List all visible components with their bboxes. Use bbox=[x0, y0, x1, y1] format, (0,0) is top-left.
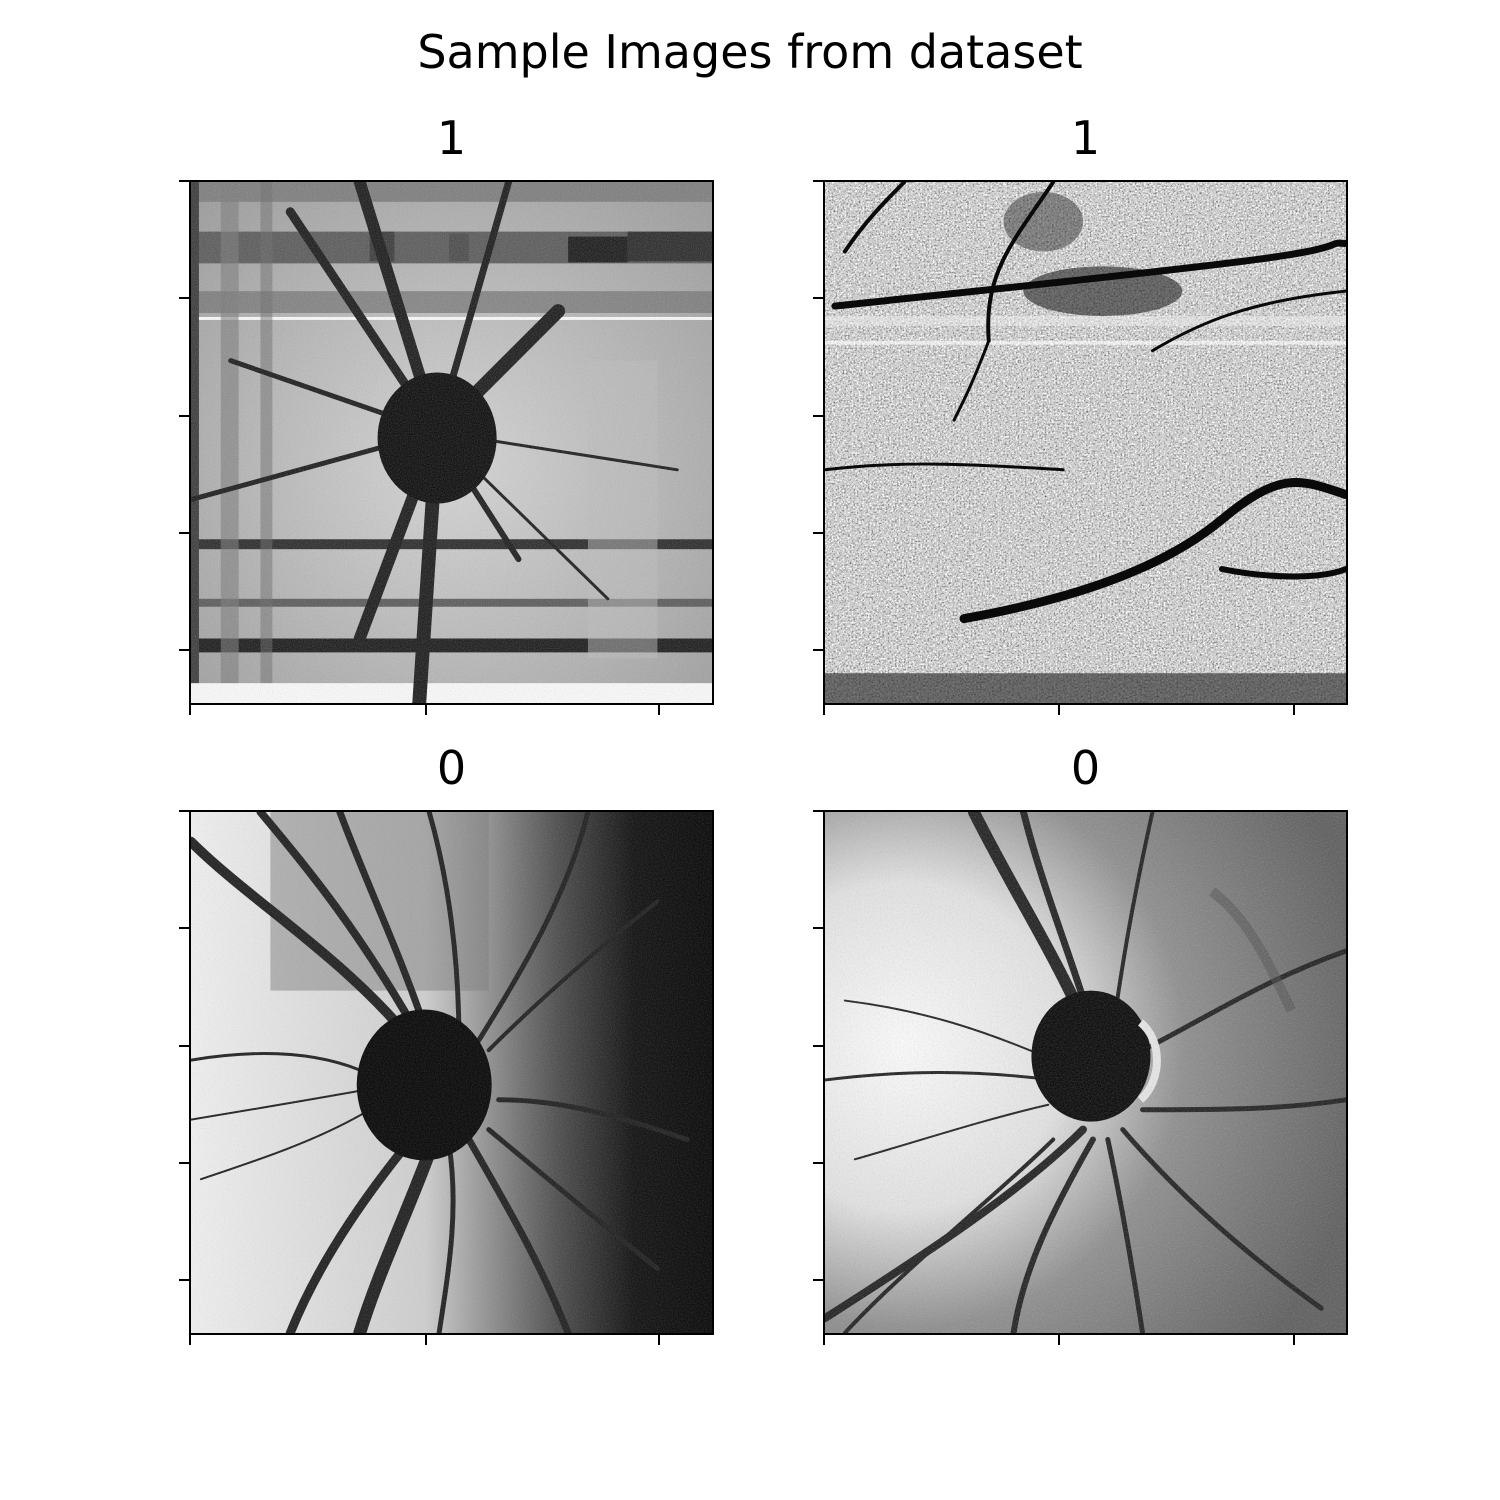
x-tick bbox=[1058, 705, 1060, 715]
y-tick bbox=[179, 1162, 189, 1164]
y-tick bbox=[179, 180, 189, 182]
image-panel-3 bbox=[189, 810, 714, 1335]
y-tick bbox=[179, 1279, 189, 1281]
y-tick bbox=[179, 927, 189, 929]
y-tick bbox=[179, 415, 189, 417]
panel-title-1: 1 bbox=[436, 111, 467, 165]
y-tick bbox=[813, 649, 823, 651]
image-panel-1 bbox=[189, 180, 714, 705]
y-tick bbox=[179, 532, 189, 534]
y-tick bbox=[179, 649, 189, 651]
x-tick bbox=[189, 1335, 191, 1345]
y-tick bbox=[813, 1279, 823, 1281]
retina-image-4 bbox=[825, 812, 1346, 1333]
panel-title-3: 0 bbox=[436, 741, 467, 795]
y-tick bbox=[179, 810, 189, 812]
x-tick bbox=[823, 1335, 825, 1345]
y-tick bbox=[813, 810, 823, 812]
x-tick bbox=[1058, 1335, 1060, 1345]
retina-image-1 bbox=[191, 182, 712, 703]
image-panel-4 bbox=[823, 810, 1348, 1335]
image-panel-2 bbox=[823, 180, 1348, 705]
x-tick bbox=[823, 705, 825, 715]
figure-title: Sample Images from dataset bbox=[417, 25, 1083, 79]
y-tick bbox=[813, 297, 823, 299]
y-tick bbox=[813, 927, 823, 929]
y-tick bbox=[813, 532, 823, 534]
x-tick bbox=[1293, 705, 1295, 715]
y-tick bbox=[813, 415, 823, 417]
y-tick bbox=[813, 180, 823, 182]
y-tick bbox=[179, 297, 189, 299]
x-tick bbox=[189, 705, 191, 715]
y-tick bbox=[813, 1162, 823, 1164]
y-tick bbox=[813, 1045, 823, 1047]
panel-title-2: 1 bbox=[1070, 111, 1101, 165]
x-tick bbox=[425, 705, 427, 715]
panel-title-4: 0 bbox=[1070, 741, 1101, 795]
x-tick bbox=[658, 1335, 660, 1345]
retina-image-3 bbox=[191, 812, 712, 1333]
x-tick bbox=[1293, 1335, 1295, 1345]
x-tick bbox=[658, 705, 660, 715]
x-tick bbox=[425, 1335, 427, 1345]
retina-image-2 bbox=[825, 182, 1346, 703]
y-tick bbox=[179, 1045, 189, 1047]
